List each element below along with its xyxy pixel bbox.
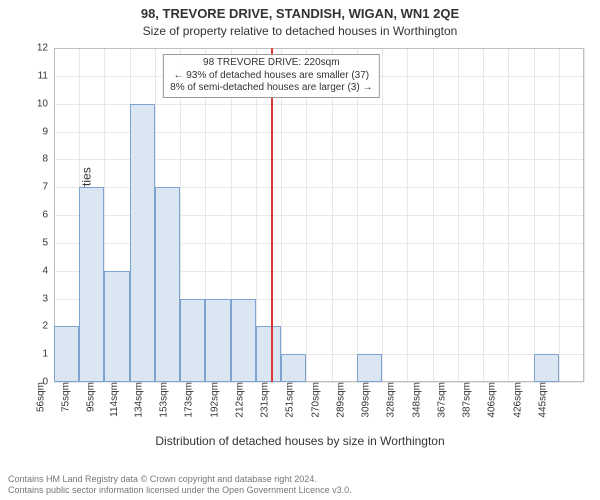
x-tick-label: 309sqm xyxy=(357,382,372,418)
footnote-line: Contains public sector information licen… xyxy=(8,485,352,496)
x-tick-label: 192sqm xyxy=(205,382,220,418)
plot-area: 98 TREVORE DRIVE: 220sqm ← 93% of detach… xyxy=(54,48,584,382)
annotation-line: 98 TREVORE DRIVE: 220sqm xyxy=(170,57,372,70)
chart-title: 98, TREVORE DRIVE, STANDISH, WIGAN, WN1 … xyxy=(0,6,600,21)
y-tick-label: 6 xyxy=(42,210,54,221)
histogram-bar xyxy=(205,299,230,383)
chart-frame: { "title_line1": "98, TREVORE DRIVE, STA… xyxy=(0,0,600,500)
y-tick-label: 9 xyxy=(42,126,54,137)
gridline-vertical xyxy=(584,48,585,382)
y-tick-label: 5 xyxy=(42,237,54,248)
histogram-bar xyxy=(180,299,205,383)
x-tick-label: 95sqm xyxy=(82,382,97,412)
histogram-bar xyxy=(256,326,281,382)
y-tick-label: 10 xyxy=(37,98,54,109)
annotation-line: ← 93% of detached houses are smaller (37… xyxy=(170,70,372,83)
histogram-bar xyxy=(54,326,79,382)
marker-annotation: 98 TREVORE DRIVE: 220sqm ← 93% of detach… xyxy=(163,54,379,98)
y-tick-label: 3 xyxy=(42,293,54,304)
histogram-bar xyxy=(534,354,559,382)
x-tick-label: 328sqm xyxy=(382,382,397,418)
chart-subtitle: Size of property relative to detached ho… xyxy=(0,24,600,38)
x-tick-label: 212sqm xyxy=(231,382,246,418)
y-tick-label: 1 xyxy=(42,349,54,360)
footnote: Contains HM Land Registry data © Crown c… xyxy=(8,474,352,496)
annotation-line: 8% of semi-detached houses are larger (3… xyxy=(170,82,372,95)
x-tick-label: 134sqm xyxy=(130,382,145,418)
histogram-bar xyxy=(130,104,155,382)
histogram-bar xyxy=(231,299,256,383)
y-tick-label: 4 xyxy=(42,265,54,276)
y-tick-label: 7 xyxy=(42,182,54,193)
x-tick-label: 348sqm xyxy=(407,382,422,418)
x-axis-label: Distribution of detached houses by size … xyxy=(0,434,600,448)
histogram-bar xyxy=(104,271,129,382)
y-tick-label: 2 xyxy=(42,321,54,332)
x-tick-label: 231sqm xyxy=(256,382,271,418)
y-tick-label: 8 xyxy=(42,154,54,165)
x-tick-label: 406sqm xyxy=(483,382,498,418)
x-tick-label: 289sqm xyxy=(332,382,347,418)
histogram-bar xyxy=(281,354,306,382)
x-tick-label: 56sqm xyxy=(31,382,46,412)
histogram-bar xyxy=(155,187,180,382)
footnote-line: Contains HM Land Registry data © Crown c… xyxy=(8,474,352,485)
x-tick-label: 445sqm xyxy=(533,382,548,418)
reference-marker-line xyxy=(271,48,273,382)
y-tick-label: 12 xyxy=(37,43,54,54)
x-tick-label: 387sqm xyxy=(458,382,473,418)
x-tick-label: 270sqm xyxy=(306,382,321,418)
gridline-horizontal xyxy=(54,48,584,49)
x-tick-label: 173sqm xyxy=(180,382,195,418)
x-tick-label: 153sqm xyxy=(155,382,170,418)
x-tick-label: 367sqm xyxy=(433,382,448,418)
histogram-bar xyxy=(79,187,104,382)
histogram-bar xyxy=(357,354,382,382)
x-tick-label: 75sqm xyxy=(57,382,72,412)
x-tick-label: 251sqm xyxy=(281,382,296,418)
y-tick-label: 11 xyxy=(38,70,54,81)
x-tick-label: 426sqm xyxy=(508,382,523,418)
x-tick-label: 114sqm xyxy=(105,382,120,417)
